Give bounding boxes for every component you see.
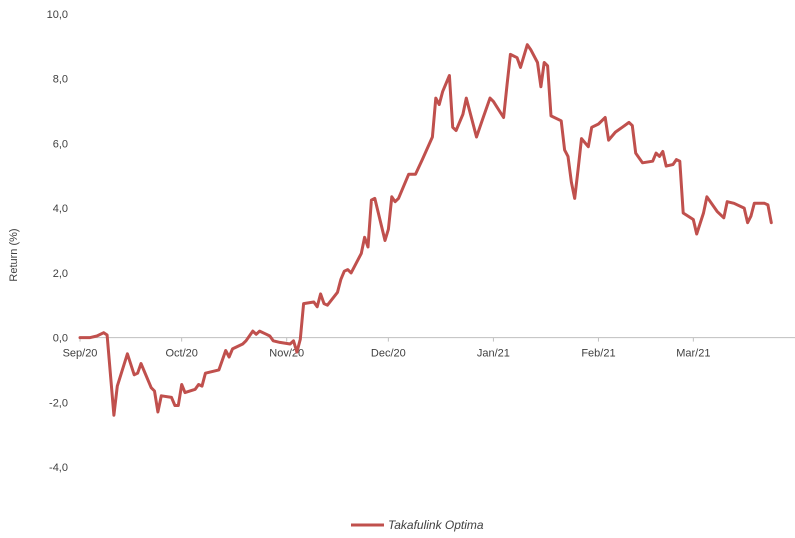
y-tick-label: 4,0: [53, 203, 68, 215]
y-axis-ticks: 10,0 8,0 6,0 4,0 2,0 0,0 -2,0 -4,0: [47, 9, 68, 474]
series-group: [78, 43, 773, 417]
x-axis-ticks: Sep/20 Oct/20 Nov/20 Dec/20 Jan/21 Feb/21 Mar/…: [63, 337, 710, 360]
y-tick-label: 8,0: [53, 74, 68, 86]
y-tick-label: 6,0: [53, 138, 68, 150]
y-tick-label: 2,0: [53, 268, 68, 280]
y-tick-label: 10,0: [47, 9, 68, 21]
x-tick-label: Jan/21: [477, 348, 510, 360]
y-tick-label: -4,0: [49, 462, 68, 474]
x-tick-label: Dec/20: [371, 348, 406, 360]
x-tick-label: Mar/21: [676, 348, 710, 360]
y-tick-label: -2,0: [49, 397, 68, 409]
series-line: [78, 43, 773, 417]
x-tick-label: Feb/21: [581, 348, 615, 360]
x-tick-label: Oct/20: [165, 348, 197, 360]
legend-label: Takafulink Optima: [388, 518, 484, 532]
legend: Takafulink Optima: [351, 518, 484, 532]
y-tick-label: 0,0: [53, 333, 68, 345]
x-tick-label: Sep/20: [63, 348, 98, 360]
y-axis-label: Return (%): [8, 228, 20, 281]
